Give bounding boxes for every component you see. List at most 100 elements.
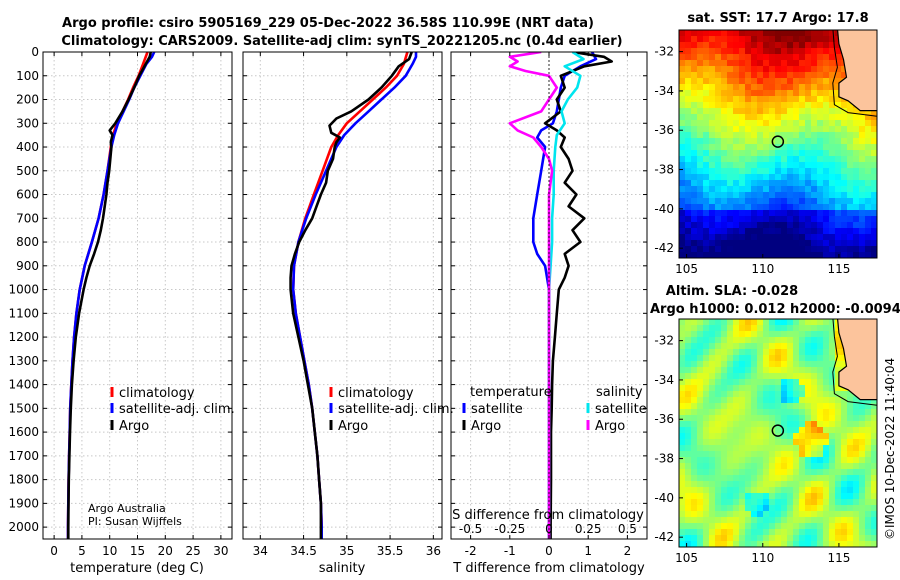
- map-cell: [739, 42, 745, 48]
- map-cell: [679, 361, 685, 367]
- map-cell: [745, 252, 751, 258]
- map-cell: [721, 108, 727, 114]
- map-cell: [751, 90, 757, 96]
- map-cell: [751, 469, 757, 475]
- map-cell: [841, 457, 847, 463]
- map-cell: [841, 421, 847, 427]
- map-cell: [763, 529, 769, 535]
- map-cell: [685, 234, 691, 240]
- map-cell: [829, 355, 835, 361]
- map-cell: [697, 198, 703, 204]
- map-cell: [739, 319, 745, 325]
- map-cell: [703, 90, 709, 96]
- map-cell: [709, 427, 715, 433]
- map-cell: [781, 36, 787, 42]
- map-cell: [871, 505, 877, 511]
- map-cell: [799, 150, 805, 156]
- map-cell: [751, 433, 757, 439]
- map-cell: [787, 228, 793, 234]
- map-cell: [709, 174, 715, 180]
- map-cell: [805, 487, 811, 493]
- map-cell: [763, 469, 769, 475]
- y-tick-label: 1300: [8, 354, 39, 368]
- map-cell: [679, 445, 685, 451]
- map-cell: [757, 222, 763, 228]
- map-cell: [829, 144, 835, 150]
- map-cell: [733, 505, 739, 511]
- map-cell: [691, 337, 697, 343]
- map-cell: [727, 403, 733, 409]
- map-cell: [691, 349, 697, 355]
- map-cell: [841, 445, 847, 451]
- map-cell: [679, 469, 685, 475]
- map-cell: [721, 493, 727, 499]
- map-cell: [763, 216, 769, 222]
- map-cell: [847, 529, 853, 535]
- map-cell: [817, 144, 823, 150]
- map-cell: [733, 511, 739, 517]
- map-cell: [703, 240, 709, 246]
- map-cell: [799, 361, 805, 367]
- map-cell: [859, 186, 865, 192]
- map-cell: [805, 168, 811, 174]
- map-cell: [823, 72, 829, 78]
- map-cell: [853, 234, 859, 240]
- map-cell: [847, 451, 853, 457]
- map-cell: [757, 487, 763, 493]
- map-cell: [733, 240, 739, 246]
- map-cell: [745, 144, 751, 150]
- map-cell: [865, 469, 871, 475]
- map-cell: [853, 120, 859, 126]
- map-x-tick-label: 110: [751, 262, 774, 276]
- map-cell: [715, 469, 721, 475]
- map-cell: [709, 493, 715, 499]
- map-cell: [721, 529, 727, 535]
- map-cell: [787, 397, 793, 403]
- map-cell: [775, 349, 781, 355]
- map-cell: [703, 355, 709, 361]
- map-cell: [751, 355, 757, 361]
- map-cell: [709, 114, 715, 120]
- map-cell: [787, 505, 793, 511]
- map-cell: [763, 463, 769, 469]
- map-cell: [823, 120, 829, 126]
- map-cell: [859, 132, 865, 138]
- map-cell: [751, 379, 757, 385]
- map-cell: [787, 168, 793, 174]
- map-cell: [679, 126, 685, 132]
- map-cell: [733, 463, 739, 469]
- map-cell: [799, 54, 805, 60]
- map-cell: [835, 451, 841, 457]
- map-cell: [829, 385, 835, 391]
- map-cell: [769, 433, 775, 439]
- map-cell: [721, 240, 727, 246]
- map-cell: [763, 373, 769, 379]
- map-cell: [823, 499, 829, 505]
- map-cell: [745, 84, 751, 90]
- map-cell: [823, 216, 829, 222]
- map-cell: [787, 319, 793, 325]
- map-cell: [859, 409, 865, 415]
- map-cell: [751, 138, 757, 144]
- map-cell: [823, 168, 829, 174]
- map-cell: [781, 252, 787, 258]
- map-cell: [691, 90, 697, 96]
- map-cell: [745, 240, 751, 246]
- map-cell: [811, 72, 817, 78]
- map-cell: [841, 174, 847, 180]
- map-cell: [733, 132, 739, 138]
- map-cell: [757, 355, 763, 361]
- map-cell: [775, 168, 781, 174]
- map-cell: [787, 114, 793, 120]
- map-cell: [805, 66, 811, 72]
- map-cell: [781, 60, 787, 66]
- map-cell: [787, 198, 793, 204]
- map-cell: [835, 343, 841, 349]
- map-cell: [787, 445, 793, 451]
- map-cell: [715, 415, 721, 421]
- map-cell: [757, 30, 763, 36]
- map-cell: [739, 78, 745, 84]
- map-cell: [775, 427, 781, 433]
- map-cell: [859, 493, 865, 499]
- map-cell: [697, 84, 703, 90]
